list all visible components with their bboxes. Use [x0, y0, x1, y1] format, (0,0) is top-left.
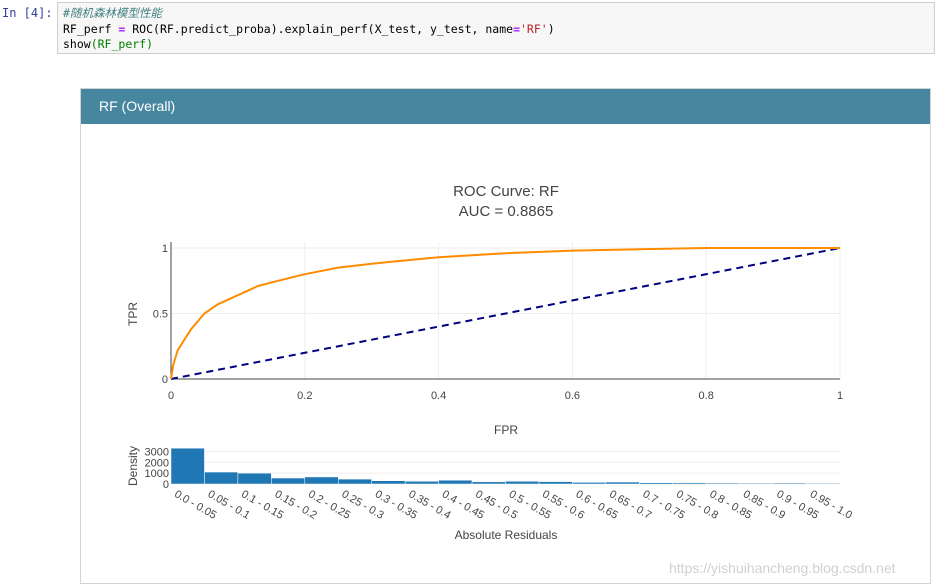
hist-bar: [572, 482, 607, 485]
hist-bar: [739, 482, 774, 485]
y-tick-label: 0.5: [153, 309, 168, 321]
x-axis-title: FPR: [494, 423, 518, 437]
code-comment: #随机森林模型性能: [63, 6, 162, 20]
hist-bar: [170, 447, 205, 485]
y-tick-label: 1: [162, 243, 168, 255]
output-panel: RF (Overall): [80, 88, 931, 584]
hist-y-tick-label: 1000: [145, 468, 169, 480]
hist-bar: [338, 478, 372, 485]
x-tick-label: 0.8: [699, 390, 714, 402]
hist-bar: [404, 481, 439, 485]
code-token: (RF_perf: [90, 37, 147, 51]
chart-title: ROC Curve: RF: [453, 183, 559, 200]
hist-x-axis-title: Absolute Residuals: [455, 528, 558, 542]
hist-bar: [705, 482, 740, 485]
diagonal-line: [170, 247, 841, 380]
x-tick-label: 0.2: [297, 390, 312, 402]
hist-bar: [438, 479, 473, 485]
hist-bar: [538, 481, 573, 485]
code-token: ): [547, 21, 555, 36]
hist-bar: [237, 472, 272, 485]
panel-header: RF (Overall): [81, 89, 930, 124]
code-token: ): [146, 37, 154, 51]
chart-subtitle: AUC = 0.8865: [459, 203, 554, 220]
x-tick-label: 0.4: [431, 390, 446, 402]
hist-bar: [672, 482, 707, 485]
hist-bar: [772, 482, 807, 485]
hist-bar: [806, 482, 841, 485]
x-tick-label: 0: [168, 390, 174, 402]
hist-bar: [639, 482, 673, 485]
code-token: show: [63, 37, 91, 51]
cell-prompt: In [4]:: [2, 6, 53, 20]
hist-bar: [505, 481, 540, 485]
x-tick-label: 0.6: [565, 390, 580, 402]
hist-bar: [605, 481, 640, 485]
hist-bar: [271, 477, 306, 485]
y-tick-label: 0: [162, 374, 168, 386]
x-tick-label: 1: [837, 390, 843, 402]
code-editor[interactable]: #随机森林模型性能 RF_perf = ROC(RF.predict_proba)…: [57, 2, 935, 54]
hist-y-tick-label: 0: [163, 479, 169, 491]
code-token: ROC(RF.predict_proba).explain_perf(X_tes…: [125, 21, 514, 36]
hist-bar: [204, 471, 239, 485]
watermark: https://yishuihancheng.blog.csdn.net: [669, 560, 896, 576]
code-operator: =: [513, 21, 520, 36]
code-string: 'RF': [520, 21, 548, 36]
hist-bar: [471, 481, 506, 485]
hist-y-axis-title: Density: [126, 446, 140, 486]
code-token: RF_perf: [63, 21, 119, 36]
code-operator: =: [118, 21, 126, 36]
hist-bar: [304, 476, 339, 485]
hist-y-tick-label: 2000: [145, 457, 169, 469]
roc-curve-line: [170, 247, 840, 380]
hist-y-tick-label: 3000: [145, 446, 169, 458]
hist-bar: [371, 480, 406, 485]
y-axis-title: TPR: [126, 302, 140, 326]
